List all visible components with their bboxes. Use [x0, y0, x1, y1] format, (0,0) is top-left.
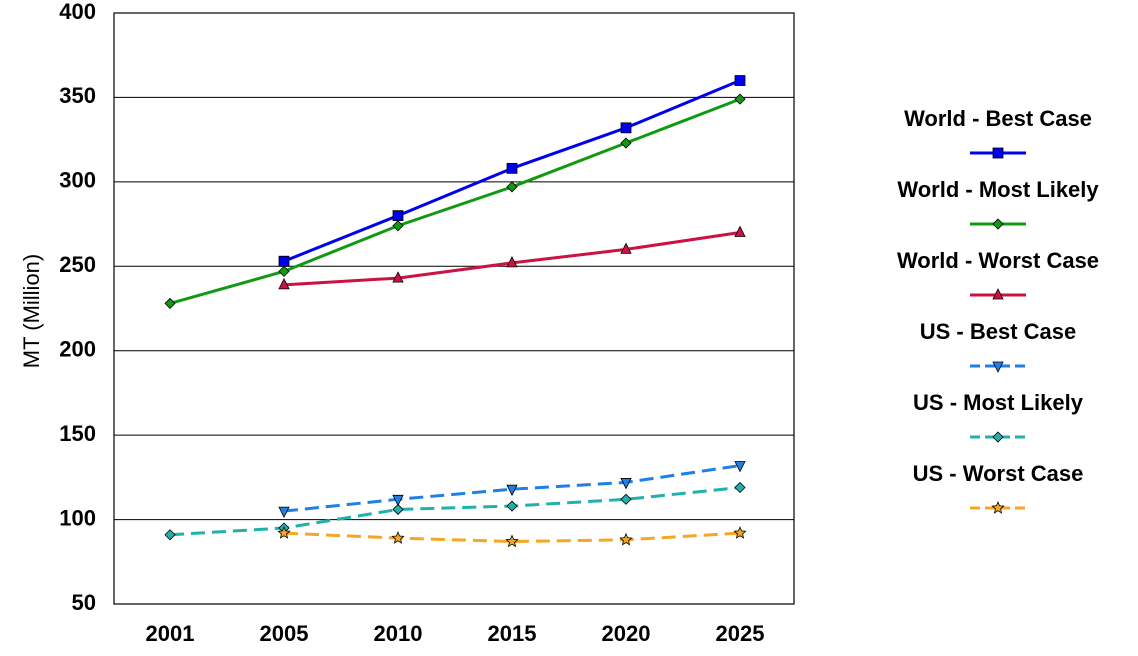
legend-item: World - Most Likely: [897, 177, 1099, 230]
y-tick-label: 300: [59, 168, 96, 193]
legend-swatch-marker: [992, 361, 1004, 373]
data-point: [506, 256, 518, 268]
series-us-best-case: [278, 461, 746, 519]
series-us-most-likely: [164, 481, 746, 541]
y-tick-label: 250: [59, 252, 96, 277]
legend-item: US - Most Likely: [913, 390, 1084, 443]
x-tick-label: 2005: [260, 621, 309, 646]
data-point: [277, 526, 291, 539]
legend: World - Best Case World - Most Likely Worl…: [897, 106, 1099, 514]
legend-item: World - Best Case: [904, 106, 1092, 159]
data-point: [392, 503, 404, 516]
legend-label: World - Best Case: [904, 106, 1092, 131]
legend-item: World - Worst Case: [897, 248, 1099, 300]
data-point: [506, 484, 518, 497]
x-tick-label: 2010: [374, 621, 423, 646]
y-tick-label: 350: [59, 83, 96, 108]
x-tick-label: 2015: [488, 621, 537, 646]
data-point: [392, 494, 404, 507]
data-point: [278, 277, 290, 290]
series-line: [283, 531, 741, 544]
data-point: [619, 532, 633, 546]
data-point: [734, 481, 746, 494]
legend-label: World - Most Likely: [897, 177, 1099, 202]
y-tick-label: 200: [59, 337, 96, 362]
plot-frame: [113, 12, 795, 605]
grid-lines: [114, 96, 794, 521]
data-point: [733, 526, 747, 539]
legend-swatch-marker: [992, 147, 1004, 159]
series-group: [164, 75, 747, 548]
x-tick-label: 2001: [146, 621, 195, 646]
y-axis-ticks: 50 100 150 200 250 300 350 400: [59, 0, 96, 615]
y-tick-label: 100: [59, 505, 96, 530]
series-world-best-case: [278, 75, 746, 267]
data-point: [392, 220, 404, 232]
data-point: [620, 493, 632, 505]
legend-item: US - Worst Case: [913, 461, 1084, 514]
data-point: [734, 225, 746, 237]
data-point: [620, 122, 632, 134]
data-point: [278, 506, 290, 519]
legend-item: US - Best Case: [920, 319, 1077, 373]
series-line: [169, 485, 741, 537]
data-point: [505, 534, 519, 548]
legend-label: World - Worst Case: [897, 248, 1099, 273]
data-point: [278, 255, 290, 267]
legend-label: US - Worst Case: [913, 461, 1084, 486]
data-point: [734, 75, 746, 86]
series-us-worst-case: [277, 526, 747, 548]
legend-label: US - Most Likely: [913, 390, 1084, 415]
series-line: [169, 97, 741, 305]
y-axis-label: MT (Million): [19, 254, 44, 368]
x-tick-label: 2020: [602, 621, 651, 646]
y-tick-label: 150: [59, 421, 96, 446]
data-point: [392, 271, 404, 283]
data-point: [734, 93, 746, 105]
data-point: [391, 531, 405, 544]
data-point: [164, 297, 176, 309]
plot-area: [113, 12, 795, 605]
data-point: [620, 478, 632, 490]
series-world-most-likely: [164, 93, 746, 309]
data-point: [620, 137, 632, 149]
data-point: [164, 529, 176, 541]
data-point: [620, 242, 632, 254]
data-point: [734, 461, 746, 473]
legend-swatch-marker: [991, 500, 1005, 514]
data-point: [506, 500, 518, 512]
y-tick-label: 50: [72, 590, 96, 615]
x-axis-ticks: 2001 2005 2010 2015 2020 2025: [146, 621, 765, 646]
data-point: [506, 162, 518, 174]
data-point: [392, 210, 404, 222]
y-tick-label: 400: [59, 0, 96, 24]
data-point: [278, 265, 290, 277]
data-point: [506, 181, 518, 193]
series-world-worst-case: [278, 225, 746, 290]
series-line: [283, 464, 741, 513]
legend-swatch-marker: [992, 288, 1004, 300]
legend-swatch-marker: [992, 218, 1004, 230]
x-tick-label: 2025: [716, 621, 765, 646]
legend-swatch-marker: [992, 431, 1004, 443]
legend-label: US - Best Case: [920, 319, 1077, 344]
